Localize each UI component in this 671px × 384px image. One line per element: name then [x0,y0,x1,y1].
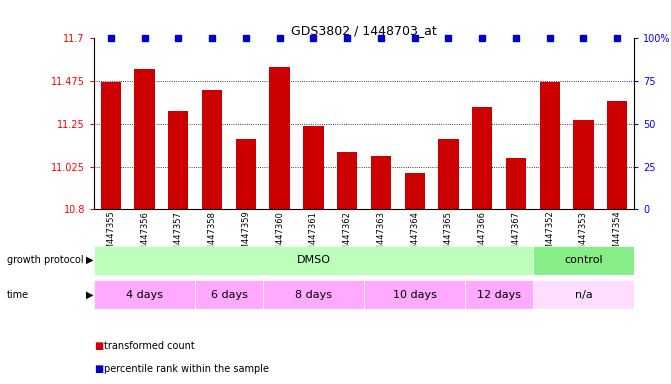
Text: ■: ■ [94,341,103,351]
Bar [236,139,256,209]
Bar [195,280,263,309]
Text: ■: ■ [94,364,103,374]
Text: transformed count: transformed count [104,341,195,351]
Bar [134,69,155,209]
Text: 10 days: 10 days [393,290,437,300]
Bar [533,280,634,309]
Text: 12 days: 12 days [477,290,521,300]
Bar [533,246,634,275]
Text: time: time [7,290,29,300]
Bar [337,152,357,209]
Bar [270,67,290,209]
Bar [94,280,195,309]
Bar [472,107,493,209]
Text: 4 days: 4 days [126,290,163,300]
Bar [539,82,560,209]
Bar [371,156,391,209]
Text: growth protocol: growth protocol [7,255,83,265]
Bar [506,158,526,209]
Text: ▶: ▶ [85,290,93,300]
Bar [405,173,425,209]
Bar [607,101,627,209]
Bar [364,280,465,309]
Bar [465,280,533,309]
Bar [303,126,323,209]
Text: 6 days: 6 days [211,290,248,300]
Bar [263,280,364,309]
Text: DMSO: DMSO [297,255,330,265]
Bar [438,139,458,209]
Bar [168,111,189,209]
Bar [202,90,222,209]
Bar [573,120,594,209]
Bar [94,246,533,275]
Text: 8 days: 8 days [295,290,332,300]
Text: n/a: n/a [574,290,592,300]
Text: percentile rank within the sample: percentile rank within the sample [104,364,269,374]
Text: ▶: ▶ [85,255,93,265]
Bar [101,82,121,209]
Text: control: control [564,255,603,265]
Title: GDS3802 / 1448703_at: GDS3802 / 1448703_at [291,24,437,37]
